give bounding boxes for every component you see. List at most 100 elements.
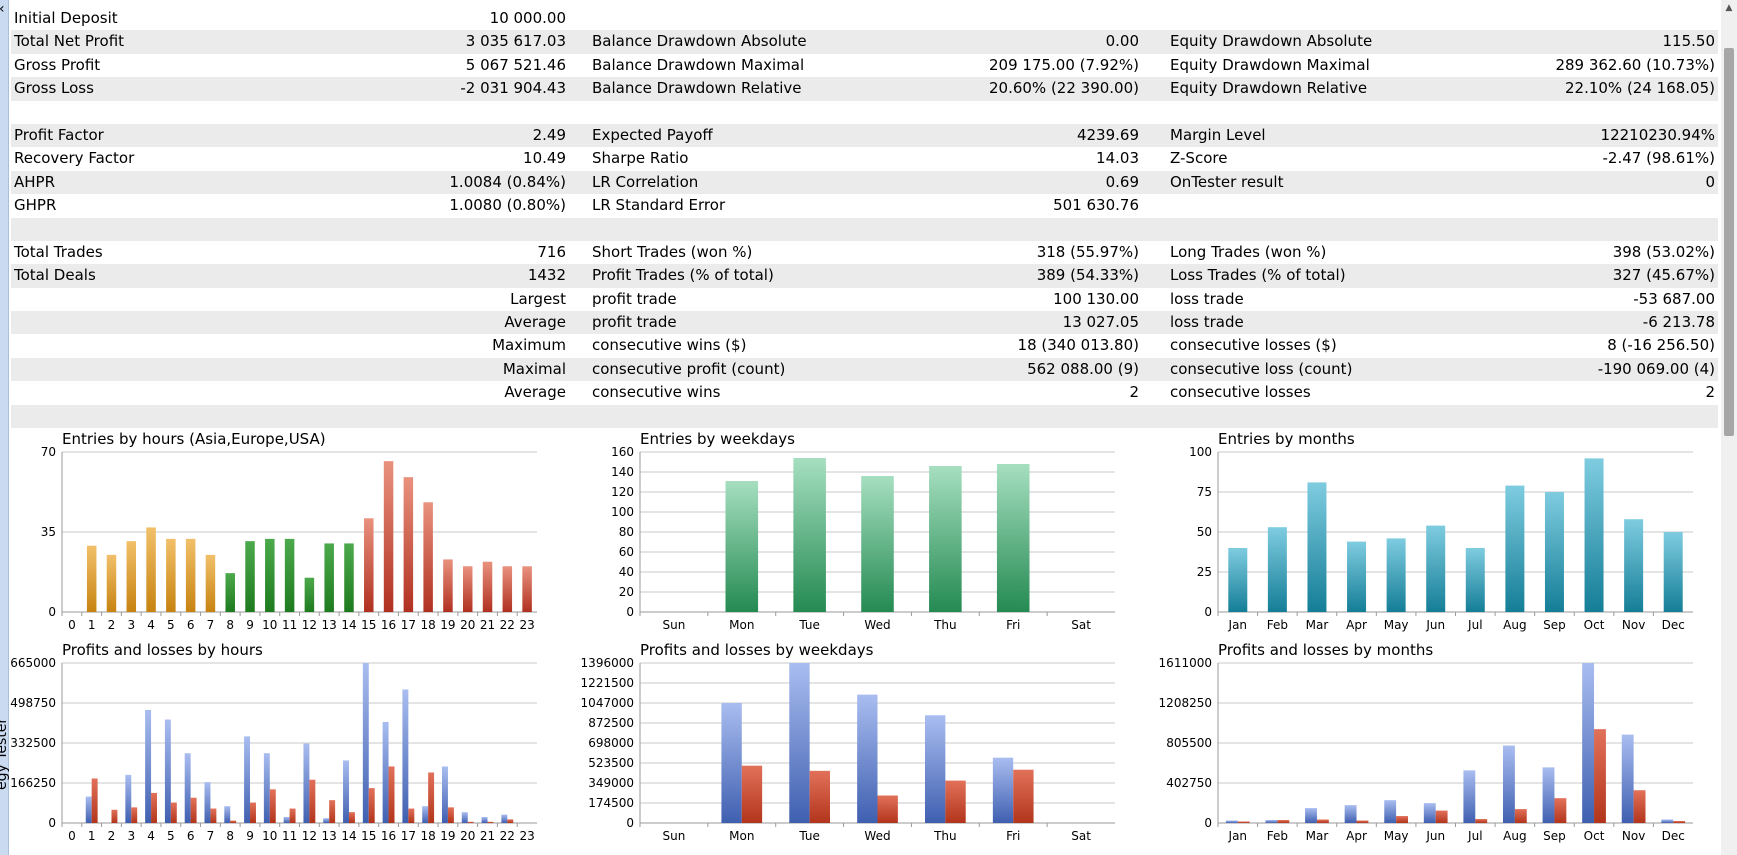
stat-label: Balance Drawdown Relative	[592, 79, 802, 98]
x-tick-label: 15	[361, 829, 376, 843]
x-tick-label: 17	[401, 618, 416, 632]
loss-bar	[91, 778, 98, 823]
entries-bar	[304, 577, 315, 612]
stat-value: 12210230.94%	[1600, 125, 1715, 144]
stat-label: Total Net Profit	[14, 32, 125, 51]
entries-bar	[86, 545, 97, 612]
y-tick-label: 35	[41, 525, 56, 539]
y-tick-label: 80	[619, 525, 634, 539]
chevron-left-icon[interactable]: ‹	[0, 2, 5, 16]
stat-value: 318 (55.97%)	[1036, 242, 1139, 261]
stat-label: Sharpe Ratio	[592, 149, 689, 168]
profit-bar	[164, 719, 171, 823]
stat-value: 13 027.05	[1062, 313, 1139, 332]
x-tick-label: 5	[167, 829, 175, 843]
entries-bar	[344, 543, 354, 612]
x-tick-label: Thu	[933, 618, 957, 632]
x-tick-label: Tue	[798, 618, 820, 632]
profit-bar	[857, 694, 878, 823]
stat-label: LR Standard Error	[592, 196, 726, 215]
stat-value: 289 362.60 (10.73%)	[1555, 55, 1715, 74]
profit-bar	[925, 715, 946, 823]
stat-label: consecutive wins	[592, 383, 721, 402]
entries-bar	[1624, 519, 1644, 612]
chart-title: Profits and losses by hours	[62, 641, 263, 659]
stat-value: 8 (-16 256.50)	[1607, 336, 1715, 355]
y-tick-label: 1208250	[1159, 696, 1212, 710]
x-tick-label: 21	[480, 829, 495, 843]
stat-value: 14.03	[1096, 149, 1139, 168]
profit-bar	[204, 782, 211, 823]
x-tick-label: 5	[167, 618, 175, 632]
profit-bar	[303, 743, 310, 823]
entries-bar	[403, 477, 414, 612]
stat-value: 327 (45.67%)	[1612, 266, 1715, 285]
entries-bar	[146, 527, 156, 612]
x-tick-label: 7	[207, 829, 215, 843]
loss-bar	[428, 772, 435, 823]
x-tick-label: Oct	[1584, 829, 1605, 843]
loss-bar	[329, 800, 336, 823]
chart-plot: 0 174500 349000 523500 698000 872500 1047000 12…	[581, 656, 1115, 843]
entries-bar	[1584, 458, 1604, 612]
x-tick-label: Wed	[864, 618, 890, 632]
x-tick-label: 12	[302, 618, 317, 632]
x-tick-label: Jul	[1467, 829, 1482, 843]
scroll-up-arrow-icon[interactable]: ▲	[1725, 3, 1733, 13]
x-tick-label: May	[1384, 618, 1409, 632]
entries-bar	[1267, 527, 1287, 612]
entries-bar	[1386, 538, 1406, 612]
profit-bar	[184, 753, 191, 823]
chart-title: Profits and losses by weekdays	[640, 641, 874, 659]
x-tick-label: 18	[421, 829, 436, 843]
strategy-tester-side-label[interactable]: egy Tester	[0, 717, 10, 790]
y-tick-label: 0	[48, 605, 56, 619]
profit-bar	[481, 816, 488, 823]
stat-label: Profit Factor	[14, 125, 104, 144]
scrollbar-thumb[interactable]	[1724, 48, 1734, 436]
loss-bar	[250, 802, 256, 823]
x-tick-label: Fri	[1006, 618, 1020, 632]
x-tick-label: Jun	[1425, 829, 1445, 843]
stat-label: Short Trades (won %)	[592, 242, 753, 261]
profit-bar	[1463, 770, 1476, 823]
x-tick-label: Tue	[798, 829, 820, 843]
loss-bar	[131, 807, 138, 823]
x-tick-label: Feb	[1267, 618, 1288, 632]
x-tick-label: 7	[207, 618, 215, 632]
stat-value: Maximum	[492, 336, 566, 355]
entries-bar	[443, 559, 453, 612]
loss-bar	[1673, 821, 1686, 823]
x-tick-label: 22	[500, 829, 515, 843]
y-tick-label: 60	[619, 545, 634, 559]
loss-bar	[1633, 790, 1646, 823]
y-tick-label: 332500	[10, 736, 56, 750]
entries-bar	[383, 461, 394, 612]
stat-value: 10 000.00	[489, 9, 566, 27]
x-tick-label: Fri	[1006, 829, 1020, 843]
stats-row: Gross Profit 5 067 521.46 Balance Drawdown…	[11, 54, 1718, 77]
entries-bar	[265, 538, 275, 612]
vertical-scrollbar[interactable]: ▲	[1721, 0, 1737, 855]
profit-bar	[1542, 767, 1555, 823]
entries-bar	[205, 554, 216, 612]
entries-bar	[1347, 541, 1367, 612]
loss-bar	[111, 809, 118, 823]
x-tick-label: 3	[127, 618, 135, 632]
y-tick-label: 40	[619, 565, 634, 579]
profit-bar	[125, 774, 132, 823]
loss-bar	[1475, 819, 1488, 823]
entries-bar	[423, 502, 433, 612]
x-tick-label: May	[1384, 829, 1409, 843]
x-tick-label: Jun	[1425, 618, 1445, 632]
chart-plot: 0 402750 805500 1208250 1611000 Jan Feb Mar Apr M…	[1159, 656, 1693, 843]
y-tick-label: 75	[1197, 485, 1212, 499]
y-tick-label: 523500	[588, 756, 634, 770]
stat-value: Largest	[510, 289, 566, 308]
profit-bar	[1621, 734, 1634, 823]
loss-bar	[348, 812, 355, 823]
entries-bar	[1544, 492, 1564, 612]
loss-bar	[877, 795, 898, 823]
stats-row: Profit Factor 2.49 Expected Payoff 4239.69 M…	[11, 123, 1718, 148]
